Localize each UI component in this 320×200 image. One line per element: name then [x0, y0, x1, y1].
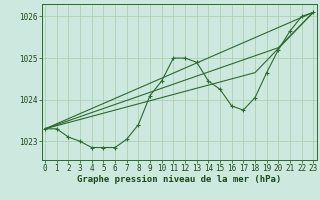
X-axis label: Graphe pression niveau de la mer (hPa): Graphe pression niveau de la mer (hPa) [77, 175, 281, 184]
